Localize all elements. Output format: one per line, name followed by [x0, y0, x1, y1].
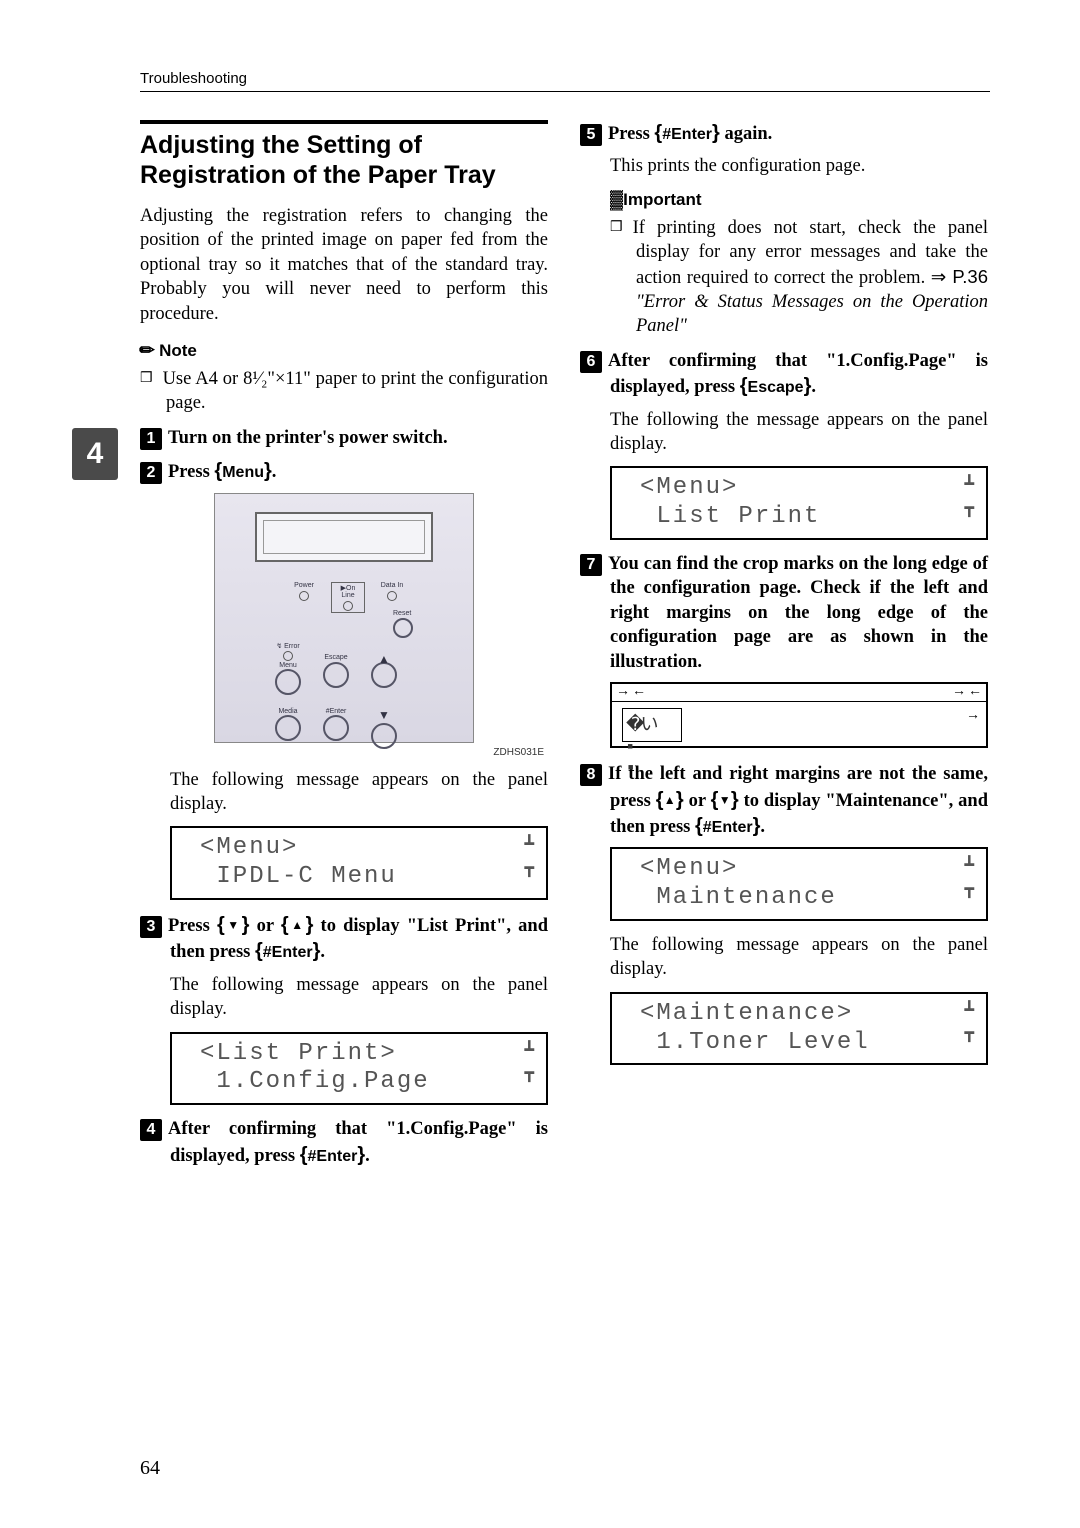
- pencil-icon: ✎: [135, 338, 161, 364]
- chapter-tab: 4: [72, 428, 118, 480]
- escape-key: Escape: [748, 379, 804, 396]
- step-num-icon: 1: [140, 428, 162, 450]
- reference-arrow: ⇒ P.36: [931, 266, 988, 287]
- step-2: 2Press {Menu}.: [140, 458, 548, 484]
- left-column: Adjusting the Setting of Registration of…: [140, 120, 548, 1176]
- enter-key: #Enter: [308, 1148, 358, 1165]
- important-heading: ▓Important: [580, 189, 988, 210]
- step-3-c: .: [320, 942, 325, 962]
- note-label: Note: [159, 341, 197, 360]
- step-5-a: Press: [608, 124, 654, 144]
- note-bullet: ❒Use A4 or 8¹⁄₂"×11" paper to print the …: [140, 367, 548, 416]
- enter-key: #Enter: [263, 944, 313, 961]
- step-5-subtext: This prints the configuration page.: [580, 154, 988, 178]
- important-label: Important: [623, 190, 701, 209]
- step-1: 1 Turn on the printer's power switch.: [140, 426, 548, 450]
- step-num-icon: 5: [580, 124, 602, 146]
- section-heading: Adjusting the Setting of Registration of…: [140, 120, 548, 190]
- step-5: 5Press {#Enter} again.: [580, 120, 988, 146]
- step-num-icon: 3: [140, 916, 162, 938]
- lcd-display-menu-maintenance: <Menu> Maintenance┻┳: [610, 847, 988, 921]
- right-column: 5Press {#Enter} again. This prints the c…: [580, 120, 988, 1176]
- page-number: 64: [140, 1457, 160, 1480]
- note-text: Use A4 or 8¹⁄₂"×11" paper to print the c…: [163, 369, 548, 413]
- step-4: 4After confirming that "1.Config.Page" i…: [140, 1117, 548, 1168]
- note-heading: ✎Note: [140, 340, 548, 361]
- step-3-subtext: The following message appears on the pan…: [140, 973, 548, 1022]
- reference-title: "Error & Status Messages on the Operatio…: [636, 292, 988, 336]
- step-6-subtext: The following the message appears on the…: [580, 408, 988, 457]
- lcd-display-menu-ipdl: <Menu> IPDL-C Menu┻┳: [170, 826, 548, 900]
- step-5-b: again.: [720, 124, 772, 144]
- step-8-subtext: The following message appears on the pan…: [580, 933, 988, 982]
- step-8-c: .: [760, 817, 765, 837]
- menu-key: Menu: [222, 464, 264, 481]
- running-head: Troubleshooting: [140, 70, 990, 92]
- enter-key: #Enter: [662, 126, 712, 143]
- step-2-text-b: .: [272, 462, 277, 482]
- step-num-icon: 2: [140, 462, 162, 484]
- step-6-b: .: [811, 377, 816, 397]
- step-3: 3Press {▼} or {▲} to display "List Print…: [140, 912, 548, 965]
- step-num-icon: 6: [580, 351, 602, 373]
- step-8-mid: or: [684, 791, 711, 811]
- step-2-text-a: Press: [168, 462, 214, 482]
- step-7-text: You can find the crop marks on the long …: [608, 554, 988, 672]
- step-num-icon: 4: [140, 1119, 162, 1141]
- step-num-icon: 7: [580, 554, 602, 576]
- intro-paragraph: Adjusting the registration refers to cha…: [140, 204, 548, 326]
- step-1-text: Turn on the printer's power switch.: [168, 428, 448, 448]
- important-icon: ▓: [610, 189, 623, 209]
- important-bullet: ❒If printing does not start, check the p…: [610, 216, 988, 339]
- step-3-mid: or: [249, 916, 280, 936]
- lcd-display-menu-listprint: <Menu> List Print┻┳: [610, 466, 988, 540]
- margin-illustration: →← →← → �い ▪ ▪: [610, 682, 988, 748]
- printer-panel-illustration: Power ▶On Line Data In Reset ↯ ErrorMenu…: [214, 493, 474, 743]
- step-3-a: Press: [168, 916, 217, 936]
- step-num-icon: 8: [580, 764, 602, 786]
- step-7: 7 You can find the crop marks on the long…: [580, 552, 988, 674]
- lcd-display-list-print: <List Print> 1.Config.Page┻┳: [170, 1032, 548, 1106]
- step-6: 6After confirming that "1.Config.Page" i…: [580, 349, 988, 400]
- lcd-display-maintenance-toner: <Maintenance> 1.Toner Level┻┳: [610, 992, 988, 1066]
- enter-key: #Enter: [703, 819, 753, 836]
- two-column-layout: Adjusting the Setting of Registration of…: [140, 120, 990, 1176]
- step-4-b: .: [365, 1146, 370, 1166]
- step-2-subtext: The following message appears on the pan…: [140, 768, 548, 817]
